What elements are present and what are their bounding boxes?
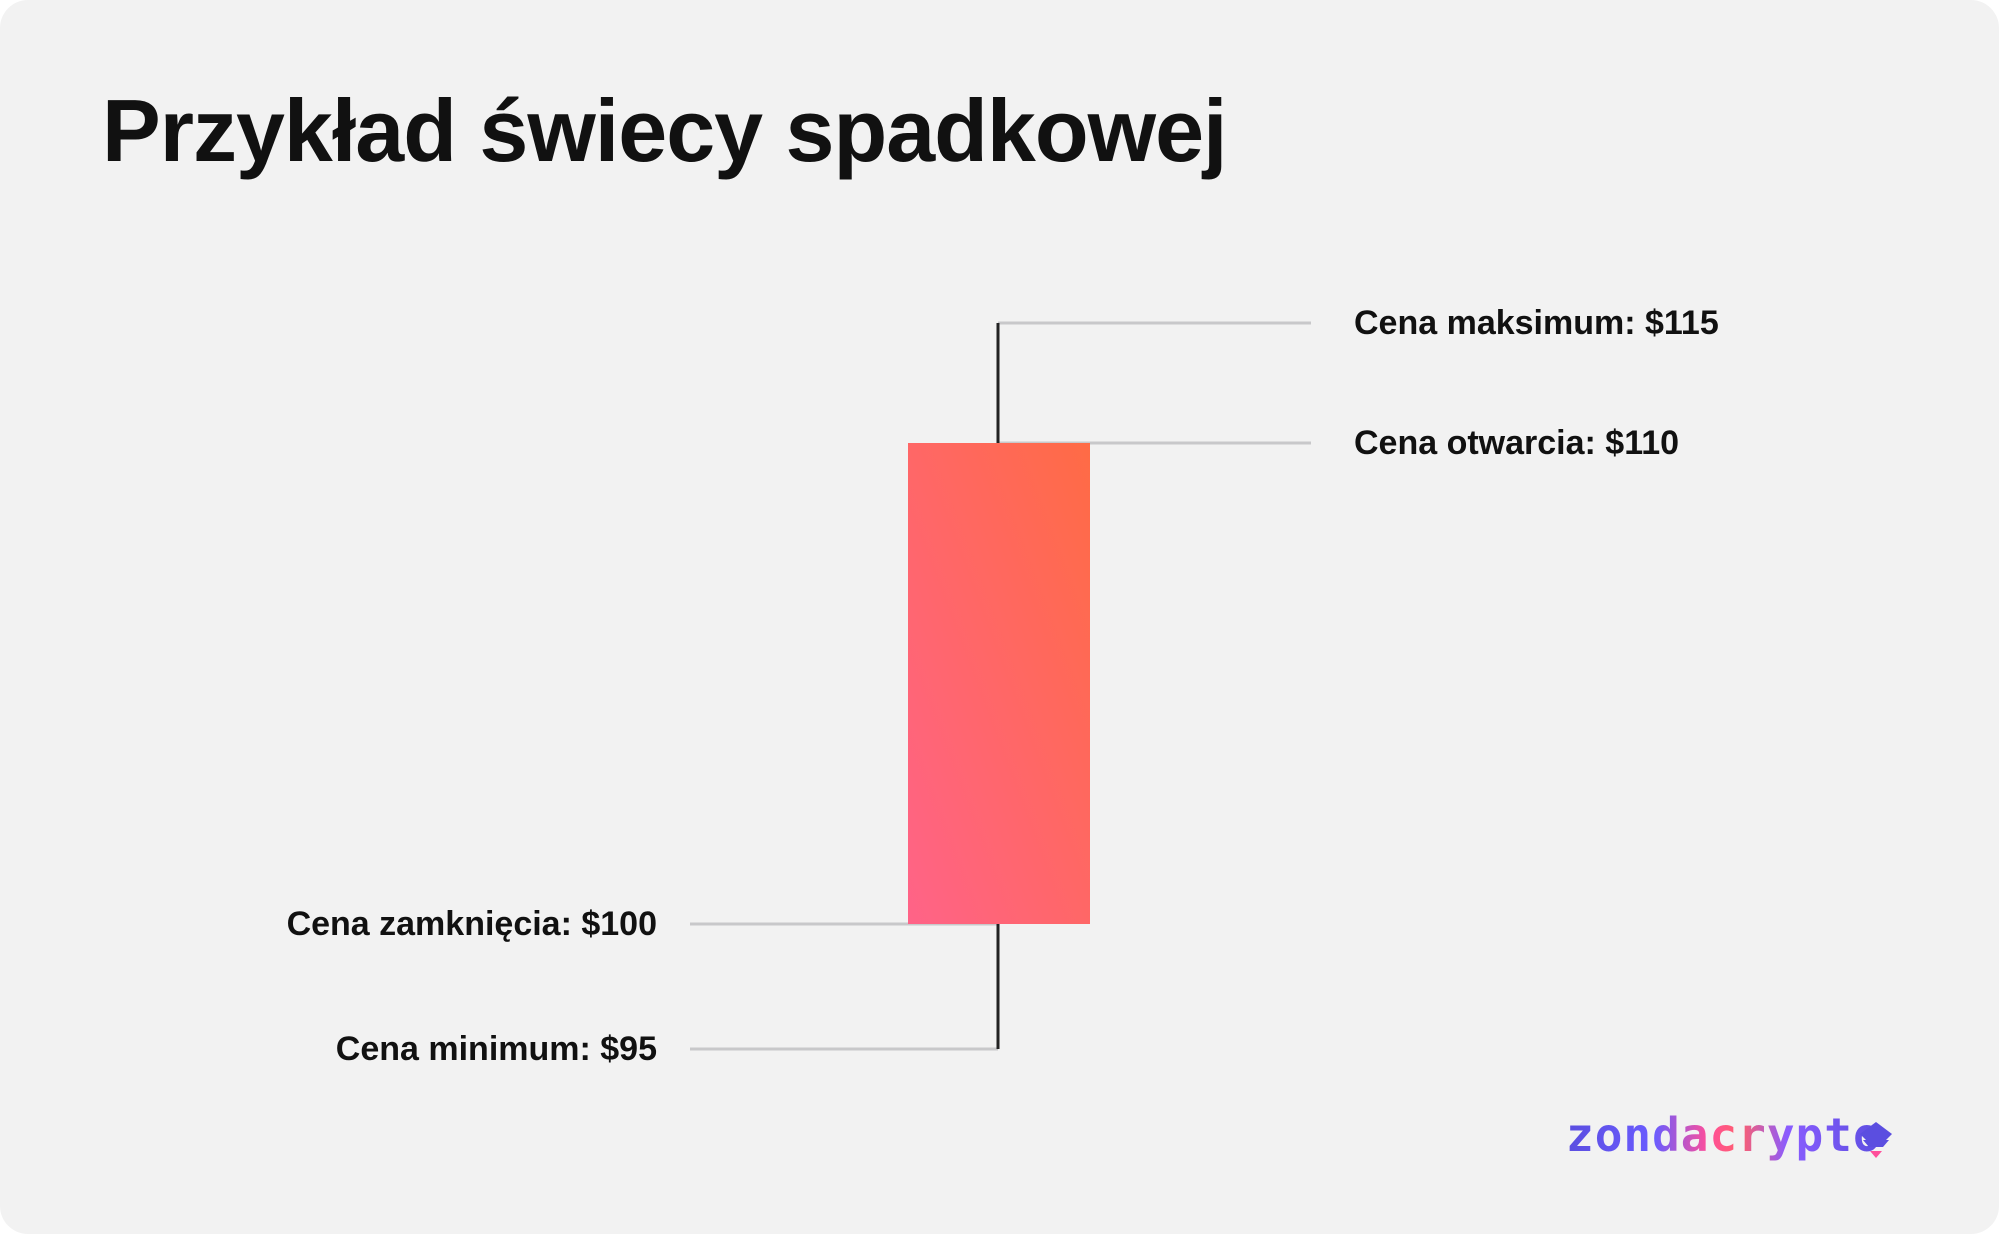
annotation-high: Cena maksimum: $115 [1354, 304, 1719, 342]
annotation-low: Cena minimum: $95 [336, 1030, 657, 1068]
candle-body [908, 443, 1090, 924]
chart-title: Przykład świecy spadkowej [102, 81, 1227, 180]
brand-logo: zondacrypto [1566, 1108, 1882, 1162]
annotation-close: Cena zamknięcia: $100 [287, 905, 657, 943]
annotation-open: Cena otwarcia: $110 [1354, 424, 1679, 462]
